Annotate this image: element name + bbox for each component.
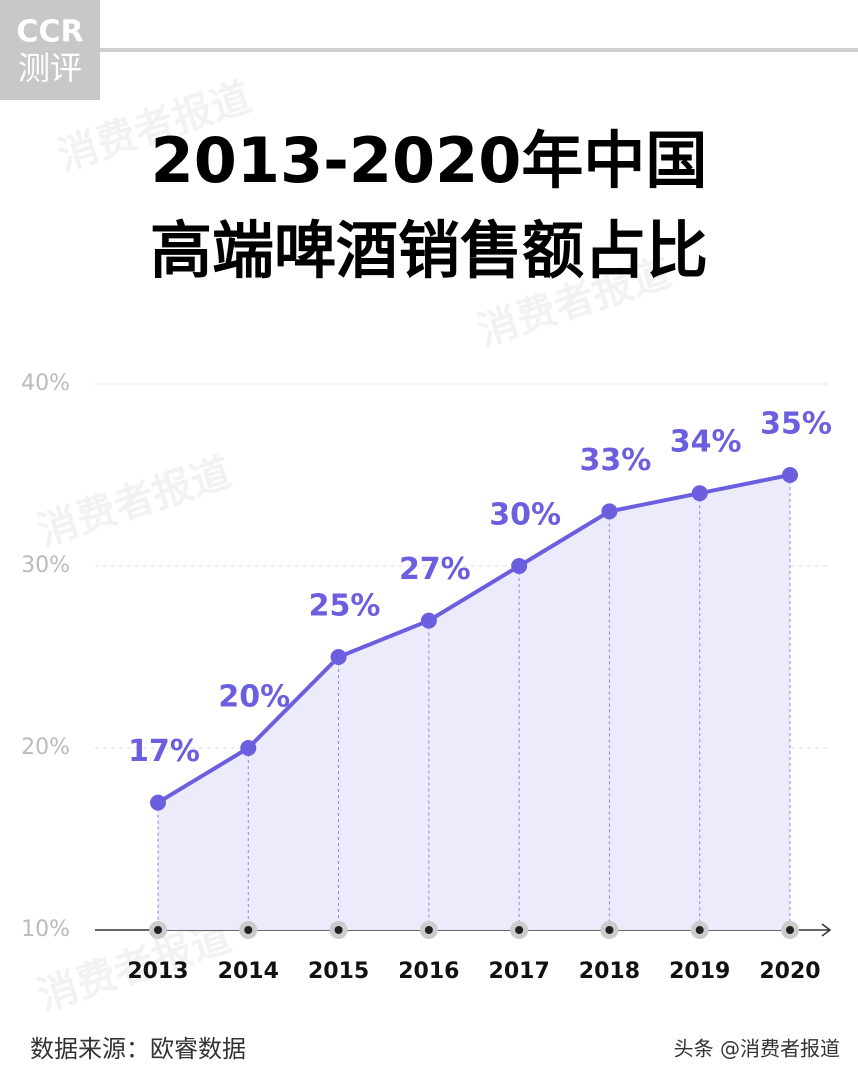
y-tick-label: 20% bbox=[21, 735, 70, 760]
logo-box bbox=[0, 0, 100, 100]
logo-top: CCR bbox=[16, 15, 83, 50]
axis-dot bbox=[515, 926, 524, 934]
value-label: 27% bbox=[399, 552, 471, 587]
chart-title: 高端啤酒销售额占比 bbox=[150, 214, 708, 287]
point bbox=[330, 649, 347, 665]
x-tick-label: 2020 bbox=[759, 959, 820, 984]
point bbox=[420, 612, 437, 629]
y-tick-label: 30% bbox=[21, 553, 70, 578]
x-tick-label: 2014 bbox=[218, 959, 279, 984]
axis-dot bbox=[786, 926, 794, 934]
axis-dot bbox=[605, 926, 614, 934]
value-label: 30% bbox=[489, 498, 561, 533]
point bbox=[150, 794, 166, 811]
value-label: 20% bbox=[218, 680, 290, 715]
logo-bottom: 测评 bbox=[18, 49, 82, 87]
x-tick-label: 2018 bbox=[579, 959, 640, 984]
axis-dot bbox=[695, 926, 704, 934]
x-tick-label: 2015 bbox=[308, 959, 369, 984]
value-label: 33% bbox=[580, 443, 652, 478]
axis-arrow bbox=[821, 923, 832, 937]
point bbox=[691, 485, 708, 502]
line bbox=[156, 473, 791, 805]
value-label: 34% bbox=[670, 425, 742, 460]
chart-title: 2013-2020年中国 bbox=[151, 124, 708, 197]
x-tick-label: 2013 bbox=[127, 959, 188, 984]
axis-dot bbox=[424, 926, 433, 934]
x-tick-label: 2016 bbox=[398, 959, 459, 984]
credit: 头条 @消费者报道 bbox=[674, 1037, 840, 1061]
point bbox=[511, 558, 528, 574]
area bbox=[158, 475, 790, 930]
point bbox=[782, 467, 798, 483]
value-label: 35% bbox=[760, 407, 832, 442]
y-tick-label: 10% bbox=[21, 917, 70, 942]
source-note: 数据来源：欧睿数据 bbox=[30, 1035, 246, 1063]
point bbox=[601, 503, 618, 520]
x-tick-label: 2019 bbox=[669, 959, 730, 984]
y-tick-label: 40% bbox=[21, 371, 70, 396]
value-label: 25% bbox=[309, 589, 381, 624]
x-tick-label: 2017 bbox=[489, 959, 550, 984]
point bbox=[240, 740, 257, 756]
axis-dot bbox=[154, 926, 162, 934]
value-label: 17% bbox=[128, 734, 200, 769]
axis-dot bbox=[334, 926, 343, 934]
watermark: 消费者报道 bbox=[32, 449, 236, 555]
axis-dot bbox=[244, 926, 253, 934]
